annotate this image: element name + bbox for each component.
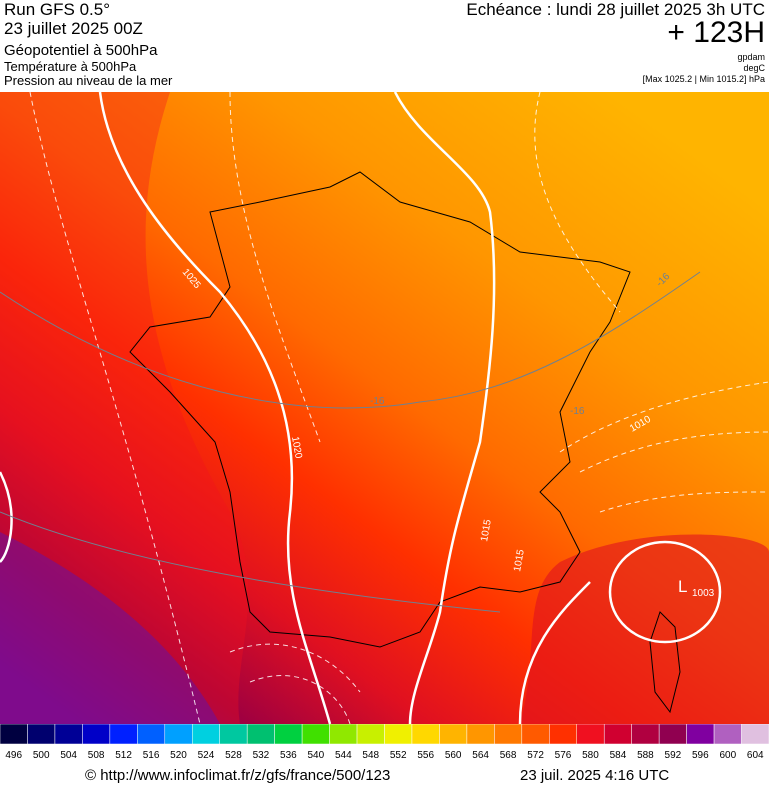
source: © http://www.infoclimat.fr/z/gfs/france/… — [85, 767, 391, 784]
colorbar-label: 496 — [5, 750, 22, 761]
colorbar-label: 552 — [390, 750, 407, 761]
colorbar-swatch — [192, 724, 220, 745]
colorbar-label: 536 — [280, 750, 297, 761]
colorbar-swatch — [219, 724, 248, 745]
colorbar-swatch — [356, 724, 385, 745]
colorbar-label: 564 — [472, 750, 489, 761]
colorbar-label: 576 — [555, 750, 572, 761]
coastline — [129, 171, 631, 648]
colorbar-swatch — [301, 724, 330, 745]
colorbar-label: 504 — [60, 750, 77, 761]
field-label: Géopotentiel à 500hPa — [4, 42, 158, 59]
colorbar-label: 528 — [225, 750, 242, 761]
low-marker: L — [678, 577, 687, 596]
colorbar-swatch — [0, 724, 28, 745]
colorbar-swatch — [658, 724, 687, 745]
isobar — [98, 92, 332, 724]
unit: degC — [743, 63, 765, 73]
colorbar-label: 508 — [88, 750, 105, 761]
colorbar-label: 604 — [747, 750, 764, 761]
colorbar-label: 520 — [170, 750, 187, 761]
colorbar-swatch — [576, 724, 605, 745]
valid-time: Echéance : lundi 28 juillet 2025 3h UTC — [466, 0, 765, 19]
colorbar-label: 548 — [362, 750, 379, 761]
colorbar-swatch — [631, 724, 660, 745]
colorbar-swatch — [27, 724, 56, 745]
colorbar-label: 600 — [719, 750, 736, 761]
colorbar-swatch — [137, 724, 166, 745]
contour-label: 1003 — [692, 588, 715, 599]
contours — [29, 92, 769, 724]
colorbar-label: 592 — [665, 750, 682, 761]
colorbar-swatch — [439, 724, 468, 745]
isobar — [393, 92, 496, 724]
colorbar-swatch — [54, 724, 83, 745]
run-date: 23 juillet 2025 00Z — [4, 19, 143, 38]
shade — [520, 534, 769, 724]
pressure-range: [Max 1025.2 | Min 1015.2] hPa — [642, 74, 765, 84]
map: 1025 1020 1015 1015 1010 L 1003 -16 -16 … — [0, 92, 769, 724]
colorbar-swatch — [466, 724, 495, 745]
contour-label: 1020 — [289, 436, 304, 460]
isotherms — [0, 271, 701, 613]
unit: gpdam — [737, 52, 765, 62]
colorbar-label: 560 — [445, 750, 462, 761]
lead-time: + 123H — [667, 16, 765, 49]
colorbar-swatch — [603, 724, 632, 745]
colorbar-swatch — [411, 724, 440, 745]
colorbar-swatch — [713, 724, 742, 745]
colorbar-label: 540 — [307, 750, 324, 761]
colorbar-swatch — [549, 724, 577, 745]
colorbar-swatch — [274, 724, 303, 745]
colorbar-swatch — [521, 724, 550, 745]
colorbar-label: 512 — [115, 750, 132, 761]
colorbar-label: 580 — [582, 750, 599, 761]
colorbar-swatch — [164, 724, 193, 745]
colorbar-swatch — [329, 724, 358, 745]
colorbar-label: 584 — [610, 750, 627, 761]
coastline — [649, 611, 681, 714]
colorbar-label: 532 — [253, 750, 270, 761]
contour-label: 1015 — [512, 548, 527, 572]
colorbar-swatch — [246, 724, 275, 745]
field-label: Température à 500hPa — [4, 59, 137, 74]
colorbar-label: 572 — [527, 750, 544, 761]
field-label: Pression au niveau de la mer — [4, 73, 173, 88]
isobar — [518, 581, 591, 724]
colorbar: 496 500 504 508 512 516 520 524 528 532 536 540 544 5… — [0, 724, 769, 761]
colorbar-label: 524 — [198, 750, 215, 761]
colorbar-swatch — [741, 724, 769, 745]
run-label: Run GFS 0.5° — [4, 0, 111, 19]
colorbar-label: 544 — [335, 750, 352, 761]
colorbar-label: 588 — [637, 750, 654, 761]
isobar — [0, 471, 13, 563]
timestamp: 23 juil. 2025 4:16 UTC — [520, 767, 670, 784]
colorbar-label: 568 — [500, 750, 517, 761]
colorbar-label: 596 — [692, 750, 709, 761]
colorbar-label: 556 — [417, 750, 434, 761]
colorbar-label: 516 — [143, 750, 160, 761]
shade — [0, 532, 220, 724]
isotherm-label: -16 — [370, 396, 385, 407]
colorbar-swatch — [384, 724, 413, 745]
colorbar-label: 500 — [33, 750, 50, 761]
colorbar-swatch — [686, 724, 715, 745]
isotherm-label: -16 — [570, 406, 585, 417]
isobar — [608, 540, 722, 644]
colorbar-swatch — [494, 724, 523, 745]
colorbar-swatch — [82, 724, 111, 745]
colorbar-swatch — [109, 724, 138, 745]
contour-label: 1015 — [479, 518, 494, 542]
